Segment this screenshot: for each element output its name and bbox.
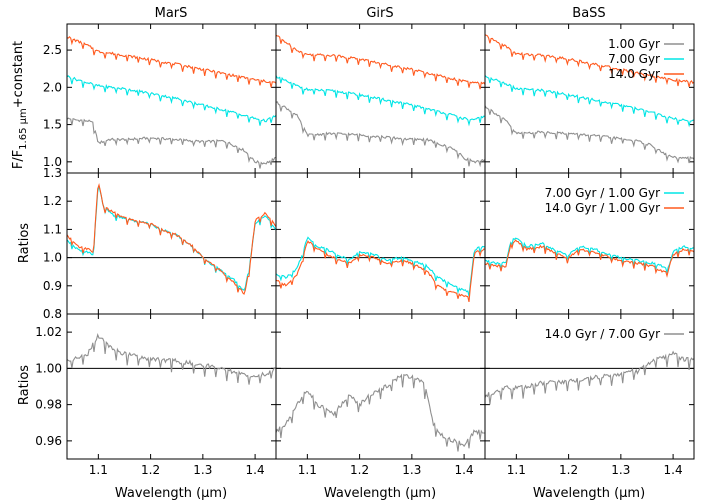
series-line-1	[67, 333, 276, 385]
series-line-1	[67, 117, 276, 169]
x-tick-label: 1.3	[611, 463, 630, 477]
column-title-3: BaSS	[572, 6, 605, 21]
panel-r2-c2	[275, 172, 486, 315]
series-line-2	[485, 75, 694, 128]
panel-r2-c1: 0.8 0.9 1.0 1.1 1.2 1.3	[43, 166, 277, 321]
x-tick-label: 1.2	[559, 463, 578, 477]
panel-frame	[66, 23, 277, 174]
panel-r3-c1: 1.1 1.2 1.3 1.4 0.96 0.98 1.00 1.02	[35, 313, 277, 477]
panel-frame	[484, 23, 695, 174]
series-line-3	[67, 36, 276, 88]
series-line-1	[276, 101, 485, 168]
y-axis-label-row1: F/F1.65 µm+constant	[11, 41, 29, 169]
panel-r1-c2	[275, 23, 486, 174]
x-tick-label: 1.3	[193, 463, 212, 477]
column-title-1: MarS	[155, 6, 188, 21]
series-line-3	[485, 34, 694, 88]
legend-label: 7.00 Gyr / 1.00 Gyr	[545, 186, 660, 200]
legend: 14.0 Gyr / 7.00 Gyr	[545, 327, 684, 341]
y-axis-label-row1-sub: 1.65 µm	[18, 108, 29, 150]
series-line-1	[276, 373, 485, 452]
legend-label: 7.00 Gyr	[608, 52, 660, 66]
y-tick-label: 1.00	[35, 361, 62, 375]
x-tick-label: 1.3	[402, 463, 421, 477]
legend-label: 14.0 Gyr / 7.00 Gyr	[545, 327, 660, 341]
y-tick-label: 1.2	[43, 194, 62, 208]
y-tick-label: 0.8	[43, 307, 62, 321]
x-tick-label: 1.1	[298, 463, 317, 477]
legend-label: 1.00 Gyr	[608, 37, 660, 51]
y-tick-label: 2.5	[43, 43, 62, 57]
series-line-1	[276, 236, 485, 297]
panel-r3-c3: 1.1 1.2 1.3 1.4 14.0 Gyr / 7.00 Gyr	[484, 313, 695, 477]
series-line-2	[276, 75, 485, 127]
y-tick-label: 1.5	[43, 118, 62, 132]
panel-frame	[484, 313, 695, 460]
y-axis-label-row1-main: F/F	[11, 150, 26, 169]
series-line-2	[67, 75, 276, 126]
x-axis-label-1: Wavelength (µm)	[115, 486, 227, 501]
y-tick-label: 1.0	[43, 251, 62, 265]
column-title-2: GirS	[366, 6, 393, 21]
y-tick-label: 1.02	[35, 325, 62, 339]
series-line-2	[67, 182, 276, 295]
y-axis-label-row3: Ratios	[17, 365, 32, 405]
x-tick-label: 1.4	[455, 463, 474, 477]
x-axis-label-3: Wavelength (µm)	[533, 486, 645, 501]
legend-label: 14.0 Gyr	[608, 67, 660, 81]
series-line-2	[276, 240, 485, 303]
panel-r3-c2: 1.1 1.2 1.3 1.4	[275, 313, 486, 477]
panel-r1-c1: 1.0 1.5 2.0 2.5	[43, 23, 277, 174]
y-tick-label: 1.3	[43, 166, 62, 180]
y-axis-label-row1-tail: +constant	[11, 41, 26, 108]
y-axis-label-row2: Ratios	[17, 223, 32, 263]
series-line-1	[485, 105, 694, 164]
y-tick-label: 0.96	[35, 434, 62, 448]
x-tick-label: 1.2	[350, 463, 369, 477]
x-tick-label: 1.4	[664, 463, 683, 477]
y-tick-label: 0.9	[43, 279, 62, 293]
x-axis-label-2: Wavelength (µm)	[324, 486, 436, 501]
x-tick-label: 1.1	[89, 463, 108, 477]
series-line-2	[485, 239, 694, 278]
series-line-1	[485, 350, 694, 405]
x-tick-label: 1.1	[507, 463, 526, 477]
panel-frame	[275, 23, 486, 174]
x-tick-label: 1.2	[141, 463, 160, 477]
legend-label: 14.0 Gyr / 1.00 Gyr	[545, 201, 660, 215]
panel-frame	[275, 313, 486, 460]
x-tick-label: 1.4	[246, 463, 265, 477]
y-tick-label: 1.1	[43, 222, 62, 236]
y-tick-label: 2.0	[43, 80, 62, 94]
series-line-3	[276, 34, 485, 90]
y-tick-label: 0.98	[35, 398, 62, 412]
y-tick-label: 1.0	[43, 155, 62, 169]
